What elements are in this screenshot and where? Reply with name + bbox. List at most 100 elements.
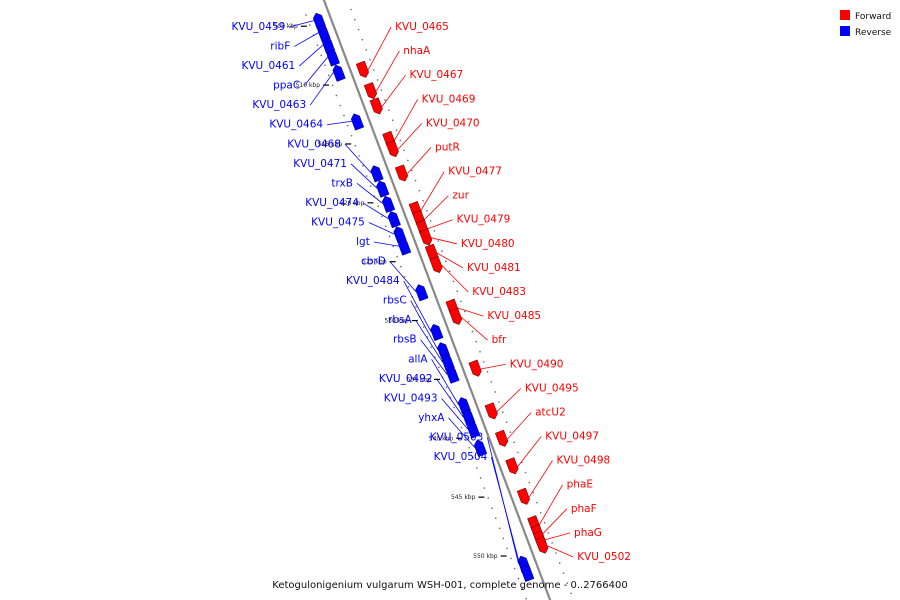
tick-label: 510 kbp bbox=[296, 82, 321, 89]
gene-arrow bbox=[521, 564, 535, 582]
guide-dot bbox=[410, 169, 413, 172]
gene-arrow bbox=[363, 82, 378, 100]
gene-arrow bbox=[415, 284, 429, 302]
gene-arrow bbox=[385, 140, 399, 158]
guide-dot bbox=[536, 501, 538, 504]
guide-dot bbox=[384, 225, 387, 228]
gene-label: KVU_0468 bbox=[287, 138, 341, 150]
guide-dot bbox=[524, 471, 527, 474]
leader-line bbox=[436, 378, 464, 418]
leader-line bbox=[294, 32, 319, 47]
leader-line bbox=[506, 412, 532, 440]
legend-reverse-swatch bbox=[840, 26, 850, 36]
leader-line bbox=[441, 264, 469, 293]
gene-label: atcU2 bbox=[535, 406, 566, 418]
legend-forward-swatch bbox=[840, 10, 850, 20]
gene-arrow bbox=[381, 195, 396, 213]
guide-dot bbox=[388, 109, 390, 111]
guide-dot bbox=[426, 210, 428, 212]
gene-arrow bbox=[376, 180, 390, 198]
gene-label: phaE bbox=[567, 479, 593, 491]
leader-line bbox=[403, 280, 432, 332]
leader-line bbox=[415, 319, 443, 363]
guide-dot bbox=[407, 285, 410, 288]
guide-dot bbox=[570, 592, 572, 595]
leader-line bbox=[441, 398, 469, 430]
gene-arrow bbox=[429, 255, 443, 274]
guide-dot bbox=[392, 245, 395, 248]
guide-dot bbox=[506, 547, 508, 550]
guide-dot bbox=[445, 260, 447, 262]
guide-dot bbox=[494, 391, 496, 393]
leader-line bbox=[303, 56, 328, 86]
leader-line bbox=[547, 545, 574, 558]
guide-dot bbox=[418, 189, 421, 192]
guide-dot bbox=[380, 89, 383, 91]
guide-dot bbox=[305, 14, 307, 16]
guide-dot bbox=[513, 441, 515, 444]
guide-dot bbox=[547, 532, 550, 534]
gene-arrow bbox=[468, 359, 482, 377]
guide-dot bbox=[505, 421, 508, 423]
guide-dot bbox=[339, 104, 341, 107]
tick-label: 520 kbp bbox=[340, 200, 365, 207]
gene-label: KVU_0461 bbox=[241, 60, 295, 72]
gene-label: phaG bbox=[574, 527, 602, 539]
leader-line bbox=[427, 219, 453, 230]
gene-label: KVU_0504 bbox=[434, 451, 488, 463]
gene-label: KVU_0490 bbox=[510, 358, 564, 370]
guide-dot bbox=[335, 94, 338, 97]
guide-dot bbox=[479, 350, 481, 353]
guide-dot bbox=[486, 371, 489, 373]
guide-dot bbox=[525, 597, 527, 600]
guide-dot bbox=[354, 145, 357, 147]
guide-dot bbox=[487, 497, 489, 499]
gene-label: KVU_0480 bbox=[461, 238, 515, 250]
gene-label: KVU_0467 bbox=[410, 69, 464, 81]
leader-line bbox=[436, 252, 464, 269]
leader-line bbox=[480, 363, 506, 370]
gene-label: KVU_0459 bbox=[232, 21, 286, 33]
guide-dot bbox=[528, 481, 531, 484]
guide-dot bbox=[453, 406, 455, 409]
gene-label: KVU_0470 bbox=[426, 117, 480, 129]
gene-arrow bbox=[473, 439, 488, 457]
leader-line bbox=[420, 171, 445, 211]
leader-line bbox=[362, 202, 389, 220]
guide-dot bbox=[376, 79, 379, 81]
leader-line bbox=[394, 99, 419, 141]
tick-label: 525 kbp bbox=[362, 259, 387, 266]
guide-dot bbox=[430, 346, 433, 348]
gene-labels: KVU_0465 nhaA KVU_0467 KVU_0469 KVU_0470 putR… bbox=[232, 21, 631, 563]
guide-dot bbox=[498, 527, 501, 530]
guide-dot bbox=[539, 511, 542, 514]
gene-arrow bbox=[467, 421, 481, 439]
gene-label: KVU_0484 bbox=[346, 275, 400, 287]
gene-label: lgt bbox=[356, 236, 370, 248]
guide-dot bbox=[391, 119, 394, 122]
guide-dot bbox=[388, 235, 391, 238]
leader-line bbox=[350, 163, 378, 189]
guide-dot bbox=[343, 114, 345, 117]
guide-dot bbox=[422, 199, 424, 202]
gene-arrow bbox=[446, 366, 460, 384]
leader-line bbox=[298, 44, 324, 67]
guide-dot bbox=[448, 270, 451, 272]
gene-label: KVU_0464 bbox=[269, 119, 323, 131]
gene-label: bfr bbox=[492, 334, 507, 346]
gene-label: zur bbox=[452, 190, 469, 202]
gene-label: trxB bbox=[331, 177, 353, 189]
gene-arrow bbox=[332, 64, 346, 82]
leader-line bbox=[431, 359, 460, 406]
gene-label: KVU_0497 bbox=[545, 431, 599, 443]
gene-label: KVU_0469 bbox=[422, 93, 476, 105]
leader-line bbox=[461, 316, 488, 341]
leader-line bbox=[309, 72, 334, 106]
guide-dot bbox=[471, 330, 474, 333]
gene-label: KVU_0498 bbox=[556, 455, 610, 467]
guide-dot bbox=[433, 230, 436, 232]
gene-label: KVU_0475 bbox=[311, 216, 365, 228]
gene-arrow bbox=[430, 323, 444, 342]
genome-backbone bbox=[322, 0, 552, 600]
